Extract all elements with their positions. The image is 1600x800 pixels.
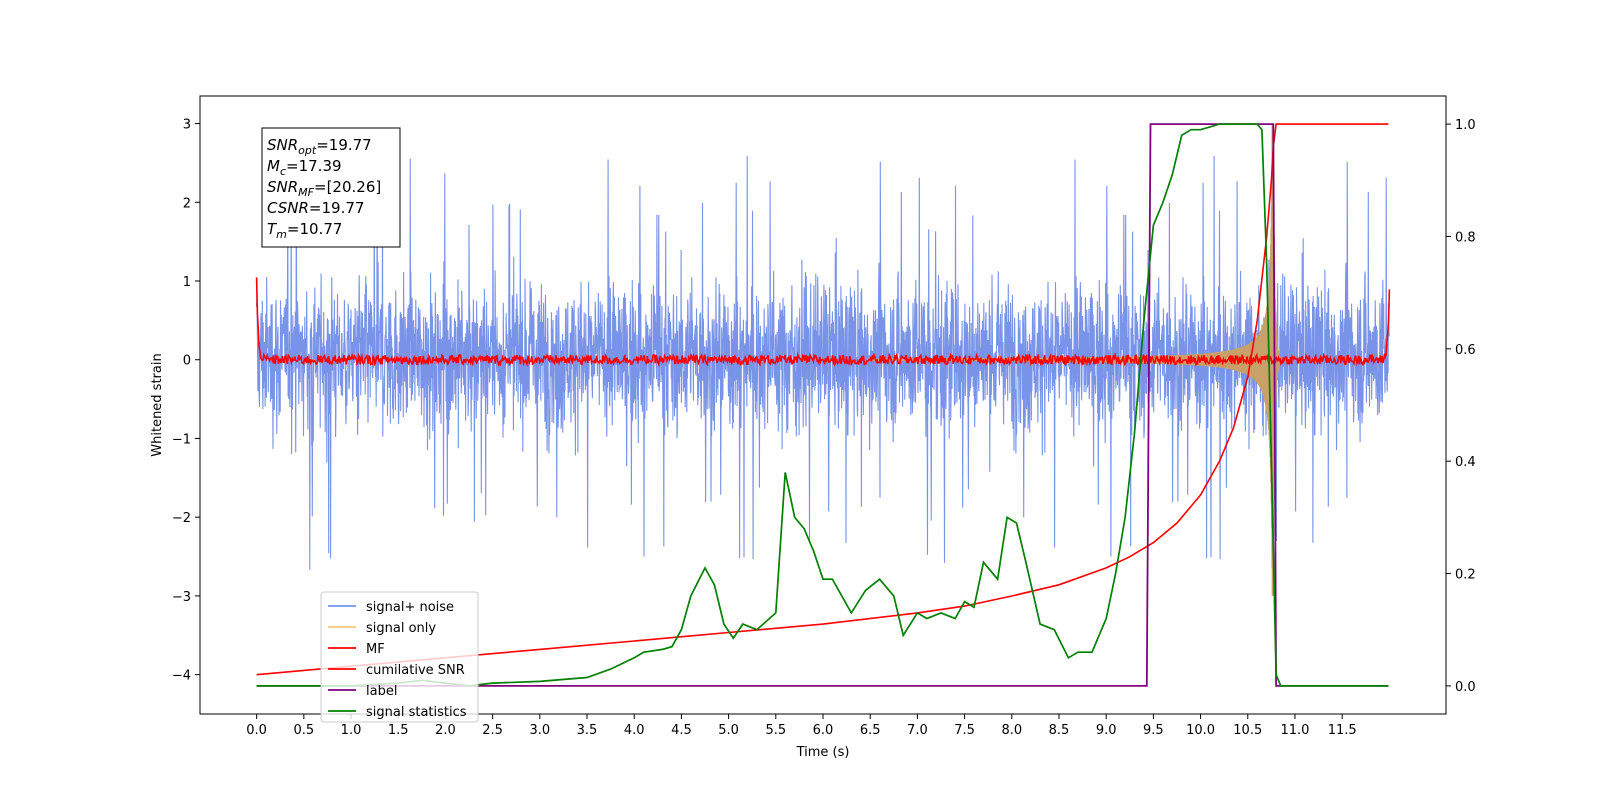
legend-entry-label: label [366,684,397,699]
info-line: Mc=17.39 [267,157,342,178]
x-tick-label: 11.5 [1328,723,1357,738]
info-box-frame [261,127,401,248]
legend-entry-label: signal only [366,621,436,636]
x-tick-label: 2.5 [482,723,503,738]
series-layer [255,123,1391,687]
x-tick-label: 3.5 [577,723,598,738]
x-tick-label: 2.0 [435,723,456,738]
left-y-tick-label: −2 [172,511,191,526]
left-y-tick-label: 2 [183,196,191,211]
x-tick-label: 7.5 [954,723,975,738]
right-y-tick-label: 1.0 [1455,118,1476,133]
info-line: Tm=10.77 [267,220,342,241]
right-y-tick-label: 0.8 [1455,230,1476,245]
x-tick-label: 1.5 [388,723,409,738]
x-tick-label: 10.5 [1233,723,1262,738]
left-y-tick-label: −3 [172,590,191,605]
x-tick-label: 9.5 [1143,723,1164,738]
x-tick-label: 10.0 [1186,723,1215,738]
legend-entry-label: signal statistics [366,705,467,720]
right-y-tick-label: 0.2 [1455,568,1476,583]
x-tick-label: 5.5 [765,723,786,738]
legend-entry-label: signal+ noise [366,600,454,615]
right-y-tick-label: 0.6 [1455,343,1476,358]
left-y-tick-label: 0 [183,354,191,369]
right-y-tick-label: 0.0 [1455,680,1476,695]
y-axis-label: Whitened strain [150,353,165,456]
legend-entry-label: MF [366,642,385,657]
x-tick-label: 4.0 [624,723,645,738]
legend: signal+ noise signal only MF cumilative SNR… [320,591,479,723]
info-line: CSNR=19.77 [267,199,364,217]
info-line: SNRMF=[20.26] [267,178,381,199]
x-axis-label: Time (s) [796,745,850,760]
x-tick-label: 8.0 [1001,723,1022,738]
legend-entry-label: cumilative SNR [366,663,465,678]
series-mf [255,277,1391,368]
legend-frame [320,591,479,723]
left-y-tick-label: −1 [172,432,191,447]
x-tick-label: 5.0 [718,723,739,738]
x-tick-label: 1.0 [341,723,362,738]
x-tick-label: 0.5 [293,723,314,738]
x-tick-label: 7.0 [907,723,928,738]
right-y-axis: 1.0 0.8 0.6 0.4 0.2 0.0 [1446,118,1476,695]
x-tick-label: 9.0 [1096,723,1117,738]
x-tick-label: 0.0 [246,723,267,738]
info-line: SNRopt=19.77 [267,136,372,157]
left-y-axis: 3 2 1 0 −1 −2 −3 −4 [172,118,200,684]
x-tick-label: 6.5 [860,723,881,738]
info-box: SNRopt=19.77Mc=17.39SNRMF=[20.26]CSNR=19… [261,127,401,248]
x-tick-label: 6.0 [813,723,834,738]
x-tick-label: 3.0 [529,723,550,738]
left-y-tick-label: 1 [183,275,191,290]
series-signal-statistics [256,123,1389,687]
right-y-tick-label: 0.4 [1455,455,1476,470]
x-tick-label: 4.5 [671,723,692,738]
x-tick-label: 8.5 [1049,723,1070,738]
left-y-tick-label: 3 [183,118,191,133]
left-y-tick-label: −4 [172,669,191,684]
x-axis: 0.0 0.5 1.0 1.5 2.0 2.5 3.0 3.5 4.0 4.5 5.0 5.5 6.0 6… [246,714,1357,738]
series-signal-plus-noise [256,148,1390,570]
x-tick-label: 11.0 [1280,723,1309,738]
